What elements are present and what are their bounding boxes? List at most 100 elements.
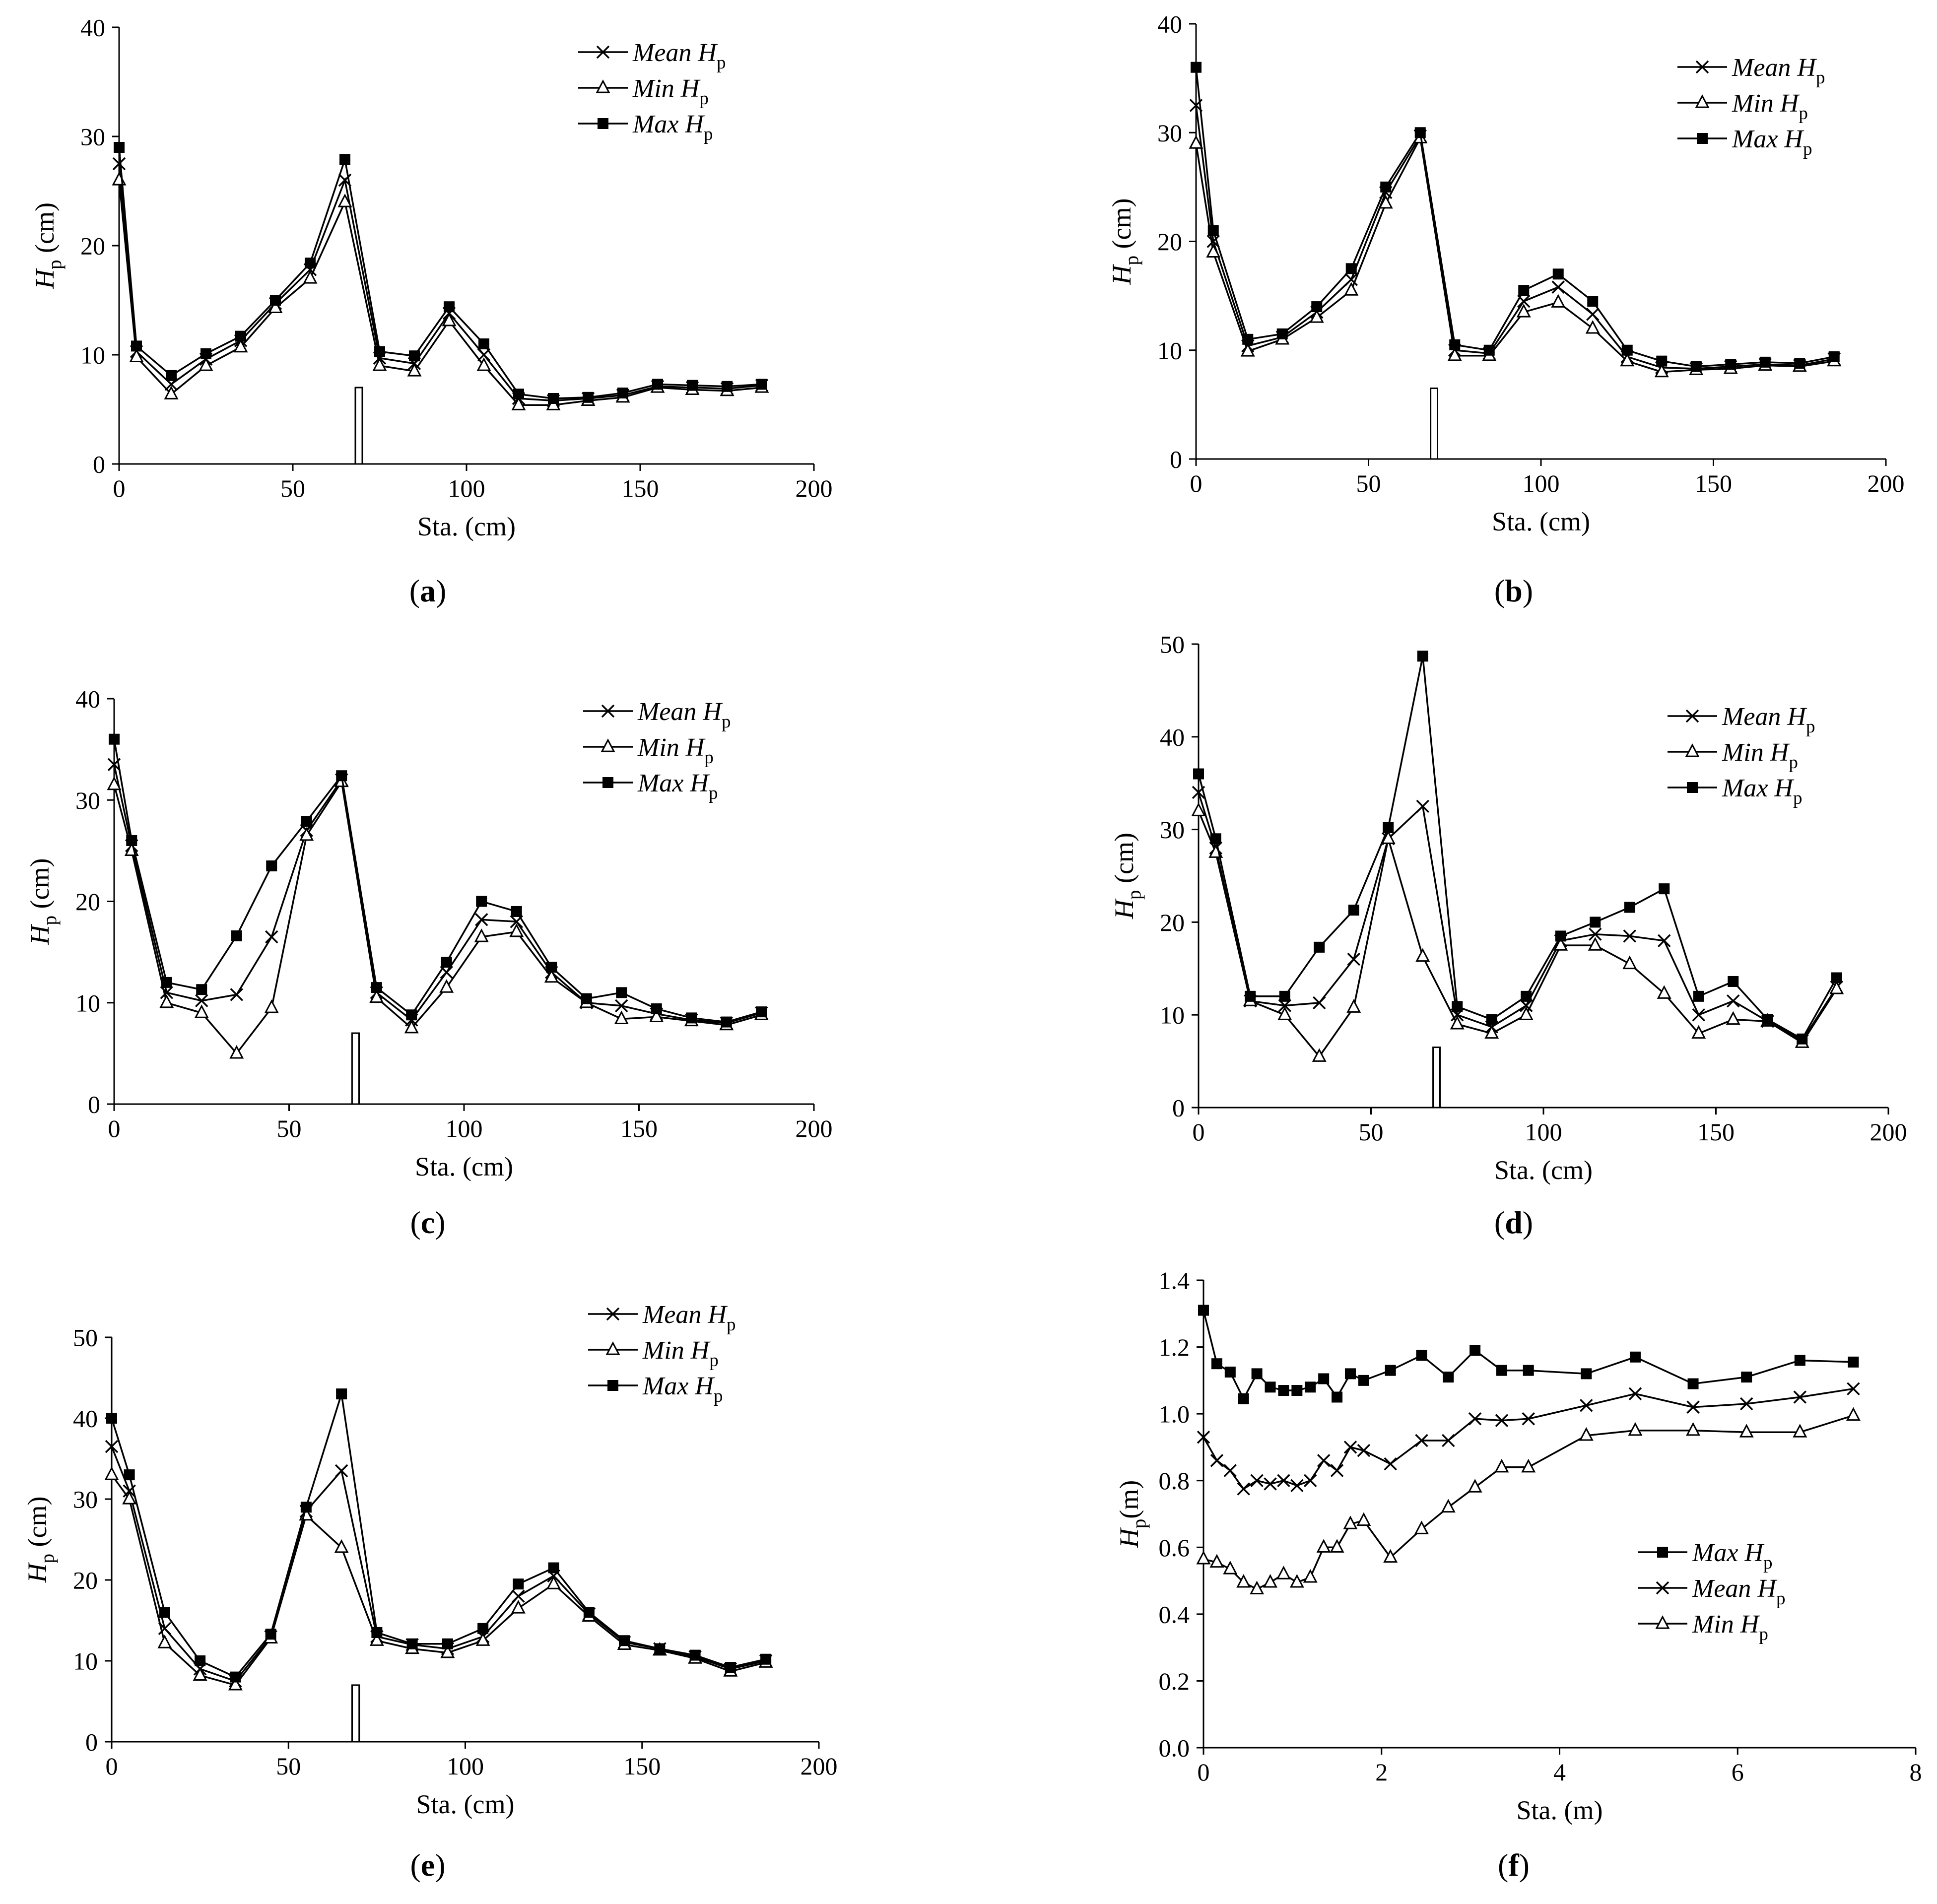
data-point [1312, 1048, 1327, 1062]
data-point [440, 1644, 455, 1658]
data-point [1414, 127, 1426, 138]
data-point [475, 913, 488, 926]
y-axis-title: Hp (cm) [22, 1497, 58, 1583]
data-point [407, 363, 422, 377]
data-point [1263, 1574, 1278, 1588]
data-point [166, 370, 177, 381]
y-tick-label: 0.0 [1159, 1734, 1190, 1762]
data-point [1468, 1412, 1482, 1426]
data-point [649, 1008, 664, 1022]
data-point [614, 1010, 629, 1025]
data-point [369, 989, 384, 1003]
panel-label-close: ) [1523, 1205, 1533, 1240]
legend-label-main: Min H [632, 74, 701, 103]
data-point [1741, 1372, 1752, 1383]
legend-label: Mean Hp [1732, 54, 1825, 88]
data-point [409, 350, 420, 362]
data-point [1794, 1355, 1805, 1366]
legend-label: Min Hp [642, 1336, 719, 1371]
legend-label-subscript: p [709, 783, 718, 803]
data-point [157, 1635, 172, 1648]
legend-label-subscript: p [714, 1386, 723, 1406]
y-axis-title-text-unit: (cm) [1107, 198, 1136, 256]
data-point [441, 957, 452, 968]
panel-label-open: ( [409, 573, 420, 608]
data-point [1209, 1554, 1224, 1568]
legend-label-subscript: p [1799, 103, 1808, 124]
y-axis-title-text-subscript: p [1124, 890, 1145, 900]
panel-label-letter: a [420, 573, 436, 608]
legend-marker [1685, 743, 1700, 757]
data-point [193, 1667, 207, 1681]
data-point [1416, 1350, 1427, 1361]
data-point [266, 860, 277, 872]
panel-b: 0 10 20 30 40 0 50 100 150 200 Sta. (cm) Hp (cm) Mea… [1107, 10, 1905, 609]
legend-label: Max Hp [1722, 774, 1802, 808]
legend-marker [598, 118, 608, 129]
legend-label-subscript: p [699, 88, 709, 109]
data-point [1384, 1457, 1397, 1471]
data-point [1291, 1385, 1303, 1396]
x-axis-title: Sta. (cm) [416, 1789, 515, 1819]
series-square-2 [1193, 651, 1842, 1045]
x-tick-label: 100 [447, 1752, 484, 1780]
legend-marker [1697, 133, 1708, 144]
data-point [548, 393, 559, 404]
data-point [1330, 1464, 1344, 1477]
data-point [1332, 1391, 1343, 1403]
data-point [196, 984, 207, 995]
legend-label-main: Max H [637, 769, 710, 797]
y-axis-title-text-unit: (cm) [1109, 833, 1139, 890]
data-point [476, 357, 491, 371]
data-point [1762, 1014, 1773, 1025]
series-square-2 [1191, 62, 1840, 372]
data-point [1847, 1382, 1860, 1395]
data-point [337, 194, 352, 207]
data-point [1210, 833, 1221, 845]
legend-marker [601, 704, 615, 718]
panel-label: (f) [1498, 1847, 1530, 1883]
legend-marker [602, 777, 613, 788]
x-tick-label: 200 [801, 1752, 838, 1780]
panel-a: 0 10 20 30 40 0 50 100 150 200 Sta. (cm) Hp (cm) Mea… [30, 14, 833, 609]
legend-label-main: Min H [1722, 738, 1790, 767]
data-point [200, 348, 211, 359]
series-triangle-1 [112, 172, 769, 410]
data-point [1483, 344, 1495, 356]
legend-label-subscript: p [709, 1350, 719, 1371]
legend-label-main: Max H [1732, 125, 1804, 153]
data-point [1588, 937, 1603, 951]
data-point [1316, 1539, 1331, 1553]
y-axis-title-text-main: H [1114, 1527, 1144, 1548]
x-tick-label: 150 [622, 474, 659, 502]
x-tick-label: 200 [796, 1115, 833, 1142]
data-point [1415, 948, 1430, 962]
data-point [1516, 304, 1531, 318]
legend-label-main: Min H [1732, 89, 1800, 118]
data-point [477, 1623, 489, 1634]
legend-label-subscript: p [717, 53, 726, 73]
y-tick-label: 10 [75, 989, 100, 1017]
data-point [1378, 195, 1393, 209]
panel-label: (c) [410, 1205, 445, 1240]
structure-bar [351, 1684, 360, 1743]
series-line [118, 180, 762, 406]
series-triangle-1 [1189, 130, 1842, 378]
data-point [444, 301, 455, 313]
data-point [1586, 308, 1600, 321]
data-point [1555, 930, 1566, 942]
legend-label-subscript: p [1803, 139, 1812, 159]
data-point [1417, 651, 1428, 662]
data-point [300, 1502, 312, 1513]
data-point [1357, 1444, 1371, 1457]
data-point [476, 896, 487, 907]
data-point [1523, 1365, 1534, 1376]
legend-label-main: Min H [637, 733, 706, 762]
data-point [1311, 301, 1323, 313]
data-point [1828, 351, 1840, 362]
data-point [1622, 955, 1637, 970]
data-point [756, 379, 767, 390]
